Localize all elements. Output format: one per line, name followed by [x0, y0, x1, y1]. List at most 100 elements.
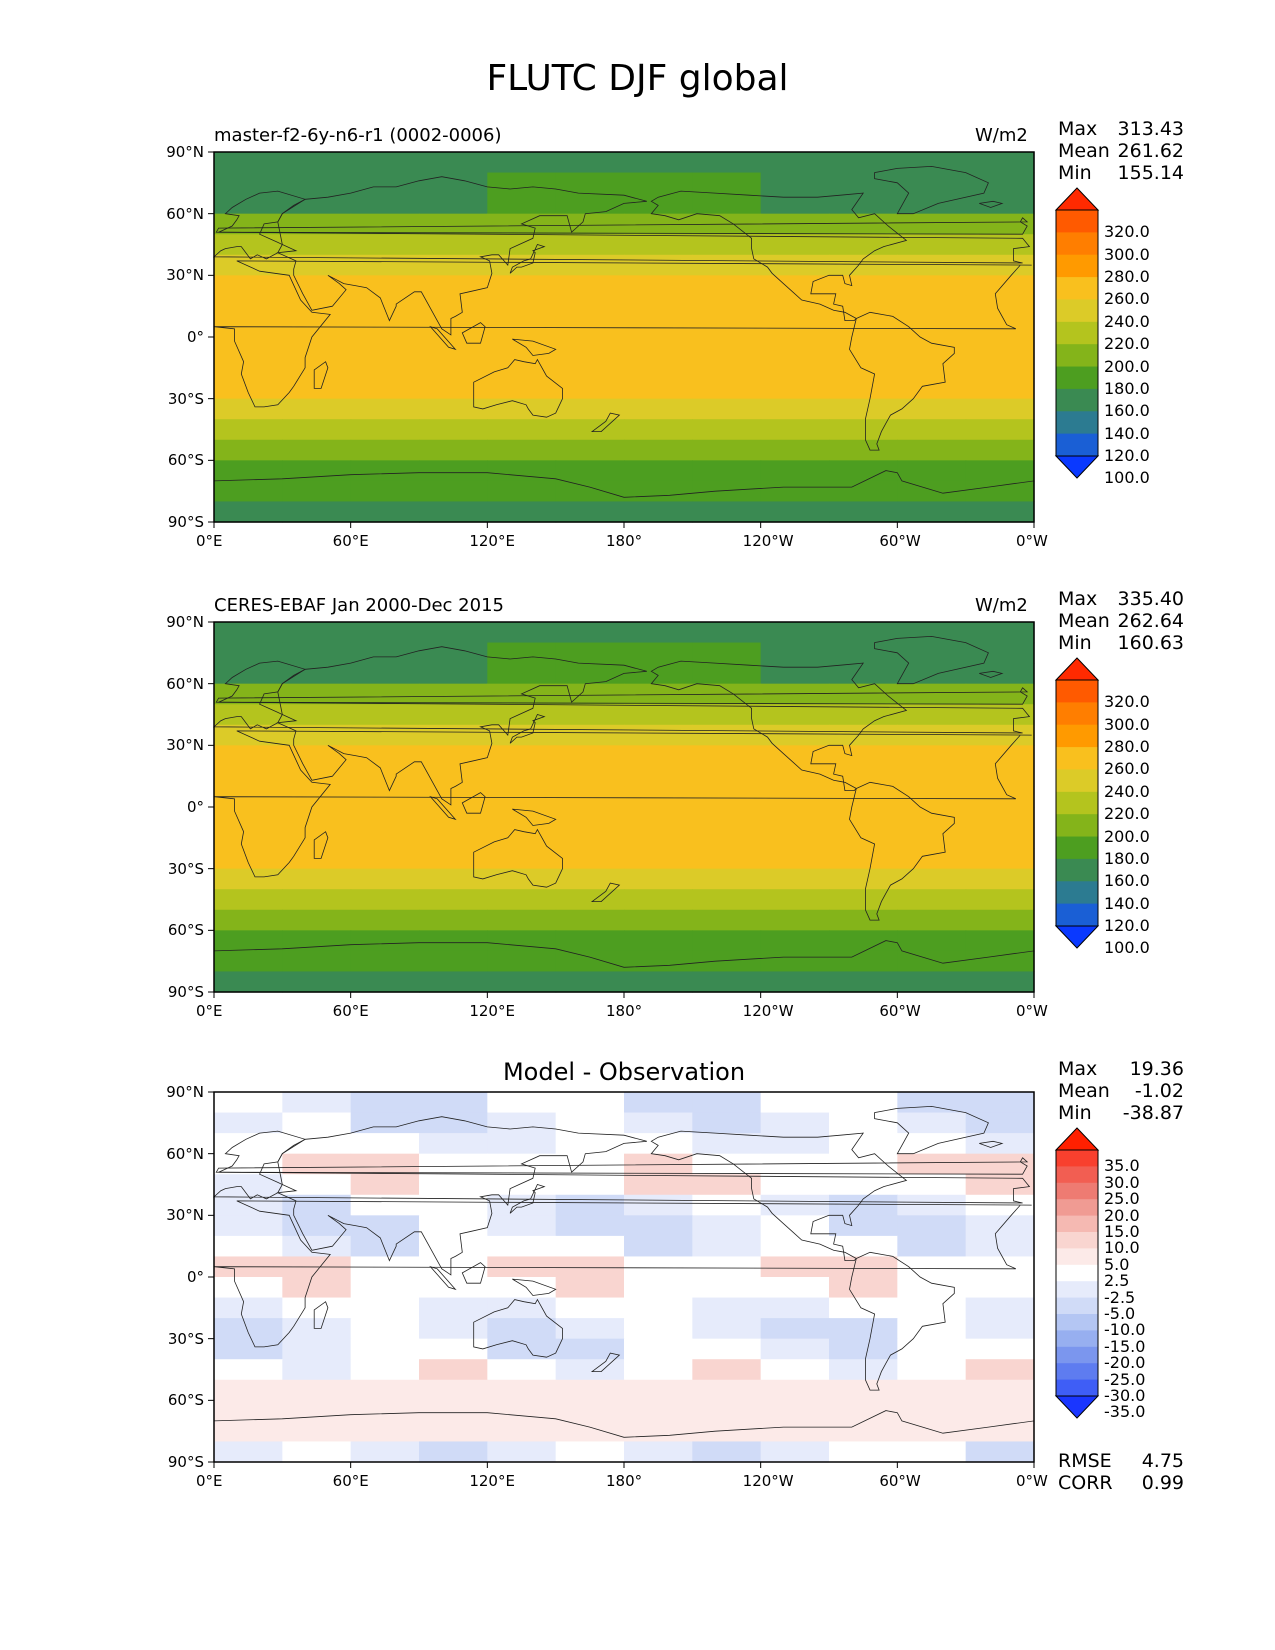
field-cell [214, 398, 283, 420]
colorbar-tick-label: 140.0 [1104, 423, 1150, 443]
field-cell [214, 1441, 283, 1463]
x-tick-label: 120°W [742, 532, 794, 550]
field-cell [419, 1194, 488, 1216]
field-cell [965, 642, 1035, 664]
field-cell [692, 1133, 762, 1155]
colorbar-segment [1056, 210, 1098, 233]
stat-label: Min [1058, 162, 1092, 184]
field-cell [282, 193, 352, 215]
field-cell [555, 234, 625, 256]
coastline [213, 470, 1035, 523]
field-cell [487, 1359, 557, 1381]
field-cell [282, 622, 352, 644]
field-cell [829, 868, 898, 890]
colorbar-tick-label: 25.0 [1104, 1189, 1140, 1209]
field-cell [487, 1133, 557, 1155]
field-cell [282, 337, 352, 359]
field-cell [692, 172, 762, 194]
field-cell [692, 501, 762, 523]
field-cell [965, 765, 1035, 788]
coastline [874, 1105, 989, 1155]
field-cell [282, 295, 352, 318]
field-cell [897, 357, 967, 379]
field-cell [760, 234, 830, 256]
field-cell [282, 909, 352, 931]
field-cell [214, 1235, 283, 1258]
colorbar-tick-label: 2.5 [1104, 1271, 1130, 1291]
field-cell [897, 1441, 967, 1463]
field-cell [897, 724, 967, 746]
x-tick-label: 0°E [196, 1002, 223, 1020]
field-cell [829, 950, 898, 973]
field-cell [829, 745, 898, 767]
field-cell [282, 172, 352, 194]
field-cell [965, 213, 1035, 235]
field-cell [555, 398, 625, 420]
field-layer [214, 622, 1035, 993]
field-cell [487, 622, 557, 644]
colorbar-tick-label: -20.0 [1104, 1353, 1146, 1373]
field-cell [897, 1153, 967, 1175]
field-cell [829, 1318, 898, 1340]
field-cell [350, 1092, 420, 1114]
field-cell [419, 295, 488, 318]
field-cell [897, 745, 967, 767]
field-cell [350, 357, 420, 379]
y-tick-label: 90°N [166, 613, 204, 631]
field-cell [760, 295, 830, 318]
field-cell [897, 398, 967, 420]
stat-label: Mean [1058, 140, 1110, 162]
field-cell [829, 930, 898, 952]
panel-subtitle: master-f2-6y-n6-r1 (0002-0006) [214, 125, 502, 146]
field-cell [419, 1092, 488, 1114]
field-cell [897, 213, 967, 235]
stat-value: -38.87 [1122, 1102, 1184, 1124]
field-cell [555, 683, 625, 705]
x-tick-label: 0°W [1016, 1002, 1048, 1020]
field-cell [487, 295, 557, 318]
field-cell [487, 1112, 557, 1134]
field-cell [214, 663, 283, 685]
field-cell [419, 398, 488, 420]
field-cell [282, 950, 352, 973]
stats-block: Max 335.40 Mean 262.64 Min 160.63 [1058, 588, 1184, 654]
field-cell [624, 1194, 693, 1216]
field-cell [350, 254, 420, 276]
field-cell [555, 1338, 625, 1360]
field-cell [555, 930, 625, 952]
field-cell [555, 193, 625, 215]
field-cell [282, 1277, 352, 1299]
field-cell [760, 971, 830, 993]
field-cell [282, 501, 352, 523]
colorbar-segment [1056, 881, 1098, 905]
field-cell [965, 1277, 1035, 1299]
coastline [276, 176, 647, 336]
field-cell [692, 1194, 762, 1216]
field-cell [692, 622, 762, 644]
field-cell [692, 460, 762, 482]
field-cell [760, 1420, 830, 1443]
colorbar-tick-label: -10.0 [1104, 1320, 1146, 1340]
field-cell [624, 193, 693, 215]
field-cell [487, 765, 557, 788]
field-cell [624, 1338, 693, 1360]
field-cell [419, 357, 488, 379]
field-cell [282, 745, 352, 767]
field-cell [282, 1112, 352, 1134]
x-tick-label: 180° [606, 1002, 643, 1020]
field-cell [214, 1153, 283, 1175]
field-cell [487, 1379, 557, 1401]
field-cell [965, 622, 1035, 644]
field-cell [829, 1420, 898, 1443]
field-cell [897, 419, 967, 441]
field-cell [965, 724, 1035, 746]
colorbar-segment [1056, 724, 1098, 748]
field-cell [692, 1174, 762, 1196]
field-cell [214, 848, 283, 870]
colorbar-segment [1056, 1166, 1098, 1184]
field-cell [829, 460, 898, 482]
field-cell [419, 950, 488, 973]
field-cell [555, 1379, 625, 1401]
x-tick-label: 60°W [879, 1472, 921, 1490]
field-cell [965, 683, 1035, 705]
